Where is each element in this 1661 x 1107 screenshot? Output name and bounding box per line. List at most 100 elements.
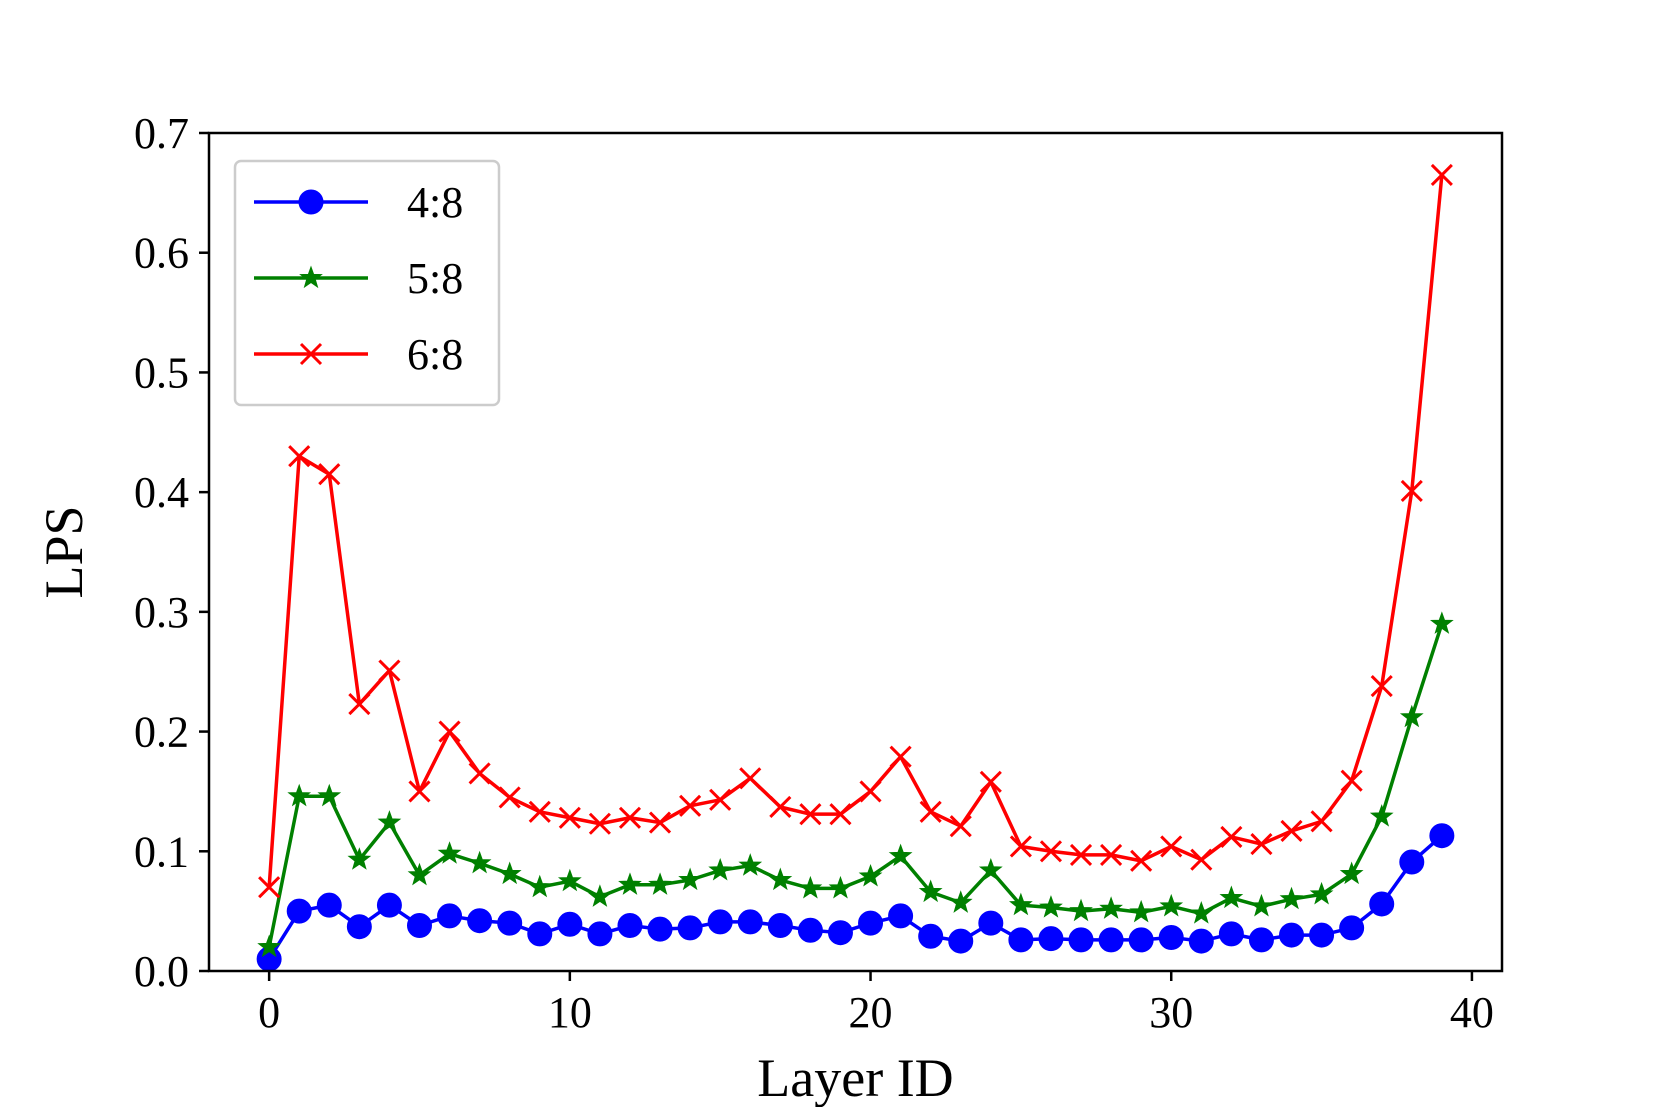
data-point: [558, 806, 581, 829]
data-point: [797, 917, 823, 943]
x-tick-label: 0: [258, 988, 280, 1037]
data-point: [438, 720, 461, 743]
data-point: [1069, 843, 1093, 866]
series-line: [267, 623, 1444, 948]
data-point: [587, 921, 613, 947]
y-axis-ticks: 0.0 0.1 0.2 0.3 0.4 0.5 0.6 0.7: [134, 109, 209, 996]
data-point: [1098, 927, 1124, 953]
data-point: [1400, 479, 1423, 503]
data-point: [949, 815, 972, 838]
data-point: [648, 872, 672, 895]
data-point: [588, 884, 612, 907]
data-point: [617, 913, 643, 939]
data-point: [528, 800, 551, 823]
data-point: [1128, 927, 1154, 953]
data-point: [1100, 843, 1123, 866]
data-point: [1369, 891, 1395, 917]
legend-marker: [299, 342, 323, 366]
data-point: [286, 898, 312, 924]
data-point: [376, 892, 402, 918]
data-point: [407, 862, 432, 886]
data-point: [948, 928, 974, 954]
data-point: [1248, 927, 1274, 953]
y-tick-label: 0.5: [134, 348, 189, 397]
data-point: [1069, 898, 1093, 922]
data-point: [258, 876, 281, 899]
data-point: [288, 445, 311, 468]
data-point: [858, 863, 883, 887]
data-point: [738, 853, 763, 876]
data-point: [978, 857, 1003, 881]
data-point: [1429, 823, 1455, 849]
data-point: [859, 780, 882, 803]
data-point: [679, 794, 702, 817]
data-point: [1218, 921, 1244, 947]
data-point: [918, 923, 944, 949]
data-point: [346, 914, 372, 940]
series-line: [267, 834, 1444, 960]
y-tick-label: 0.4: [134, 468, 189, 517]
data-point: [1309, 922, 1335, 948]
data-point: [1099, 896, 1123, 919]
data-point: [1039, 840, 1063, 863]
data-point: [1339, 861, 1364, 885]
y-tick-label: 0.0: [134, 947, 189, 996]
data-point: [468, 762, 491, 785]
data-point: [1068, 927, 1094, 953]
series-4-8: [256, 823, 1455, 972]
data-point: [467, 850, 492, 874]
data-point: [437, 841, 462, 864]
x-tick-label: 40: [1450, 988, 1494, 1037]
data-point: [1339, 915, 1365, 941]
data-point: [1369, 804, 1394, 827]
legend-entry: 4:8: [254, 178, 463, 227]
data-point: [1310, 810, 1333, 833]
data-point: [737, 909, 763, 935]
data-point: [1189, 901, 1214, 924]
y-tick-label: 0.1: [134, 827, 189, 876]
data-point: [527, 874, 552, 898]
data-point: [888, 843, 913, 867]
data-point: [827, 920, 853, 946]
data-point: [678, 867, 702, 891]
data-point: [1009, 892, 1033, 916]
data-point: [1309, 881, 1334, 905]
data-point: [918, 879, 943, 903]
data-point: [437, 903, 463, 929]
data-point: [1250, 833, 1273, 856]
data-point: [1219, 885, 1244, 909]
data-point: [316, 892, 342, 918]
data-point: [1130, 849, 1153, 872]
data-point: [588, 812, 611, 835]
data-point: [347, 847, 372, 870]
data-point: [1399, 704, 1424, 728]
legend-marker: [298, 189, 324, 215]
data-point: [557, 868, 582, 892]
data-point: [707, 909, 733, 935]
data-point: [709, 788, 732, 811]
data-point: [257, 934, 282, 958]
data-point: [889, 745, 912, 768]
data-point: [377, 810, 402, 833]
data-point: [1280, 819, 1303, 842]
data-point: [1279, 886, 1304, 910]
data-point: [497, 861, 522, 885]
data-point: [799, 803, 822, 826]
legend-label: 4:8: [407, 178, 463, 227]
data-point: [498, 786, 521, 809]
data-point: [1008, 927, 1034, 953]
data-point: [1399, 849, 1425, 875]
data-point: [798, 875, 823, 899]
data-point: [768, 867, 793, 891]
legend-label: 5:8: [407, 254, 463, 303]
y-axis-label: LPS: [34, 505, 94, 598]
series-5-8: [257, 611, 1454, 958]
data-point: [467, 908, 493, 934]
data-point: [1190, 848, 1213, 871]
data-point: [378, 659, 401, 682]
series-6-8: [258, 163, 1453, 899]
x-tick-label: 10: [548, 988, 592, 1037]
data-point: [527, 921, 553, 947]
legend-label: 6:8: [407, 330, 463, 379]
